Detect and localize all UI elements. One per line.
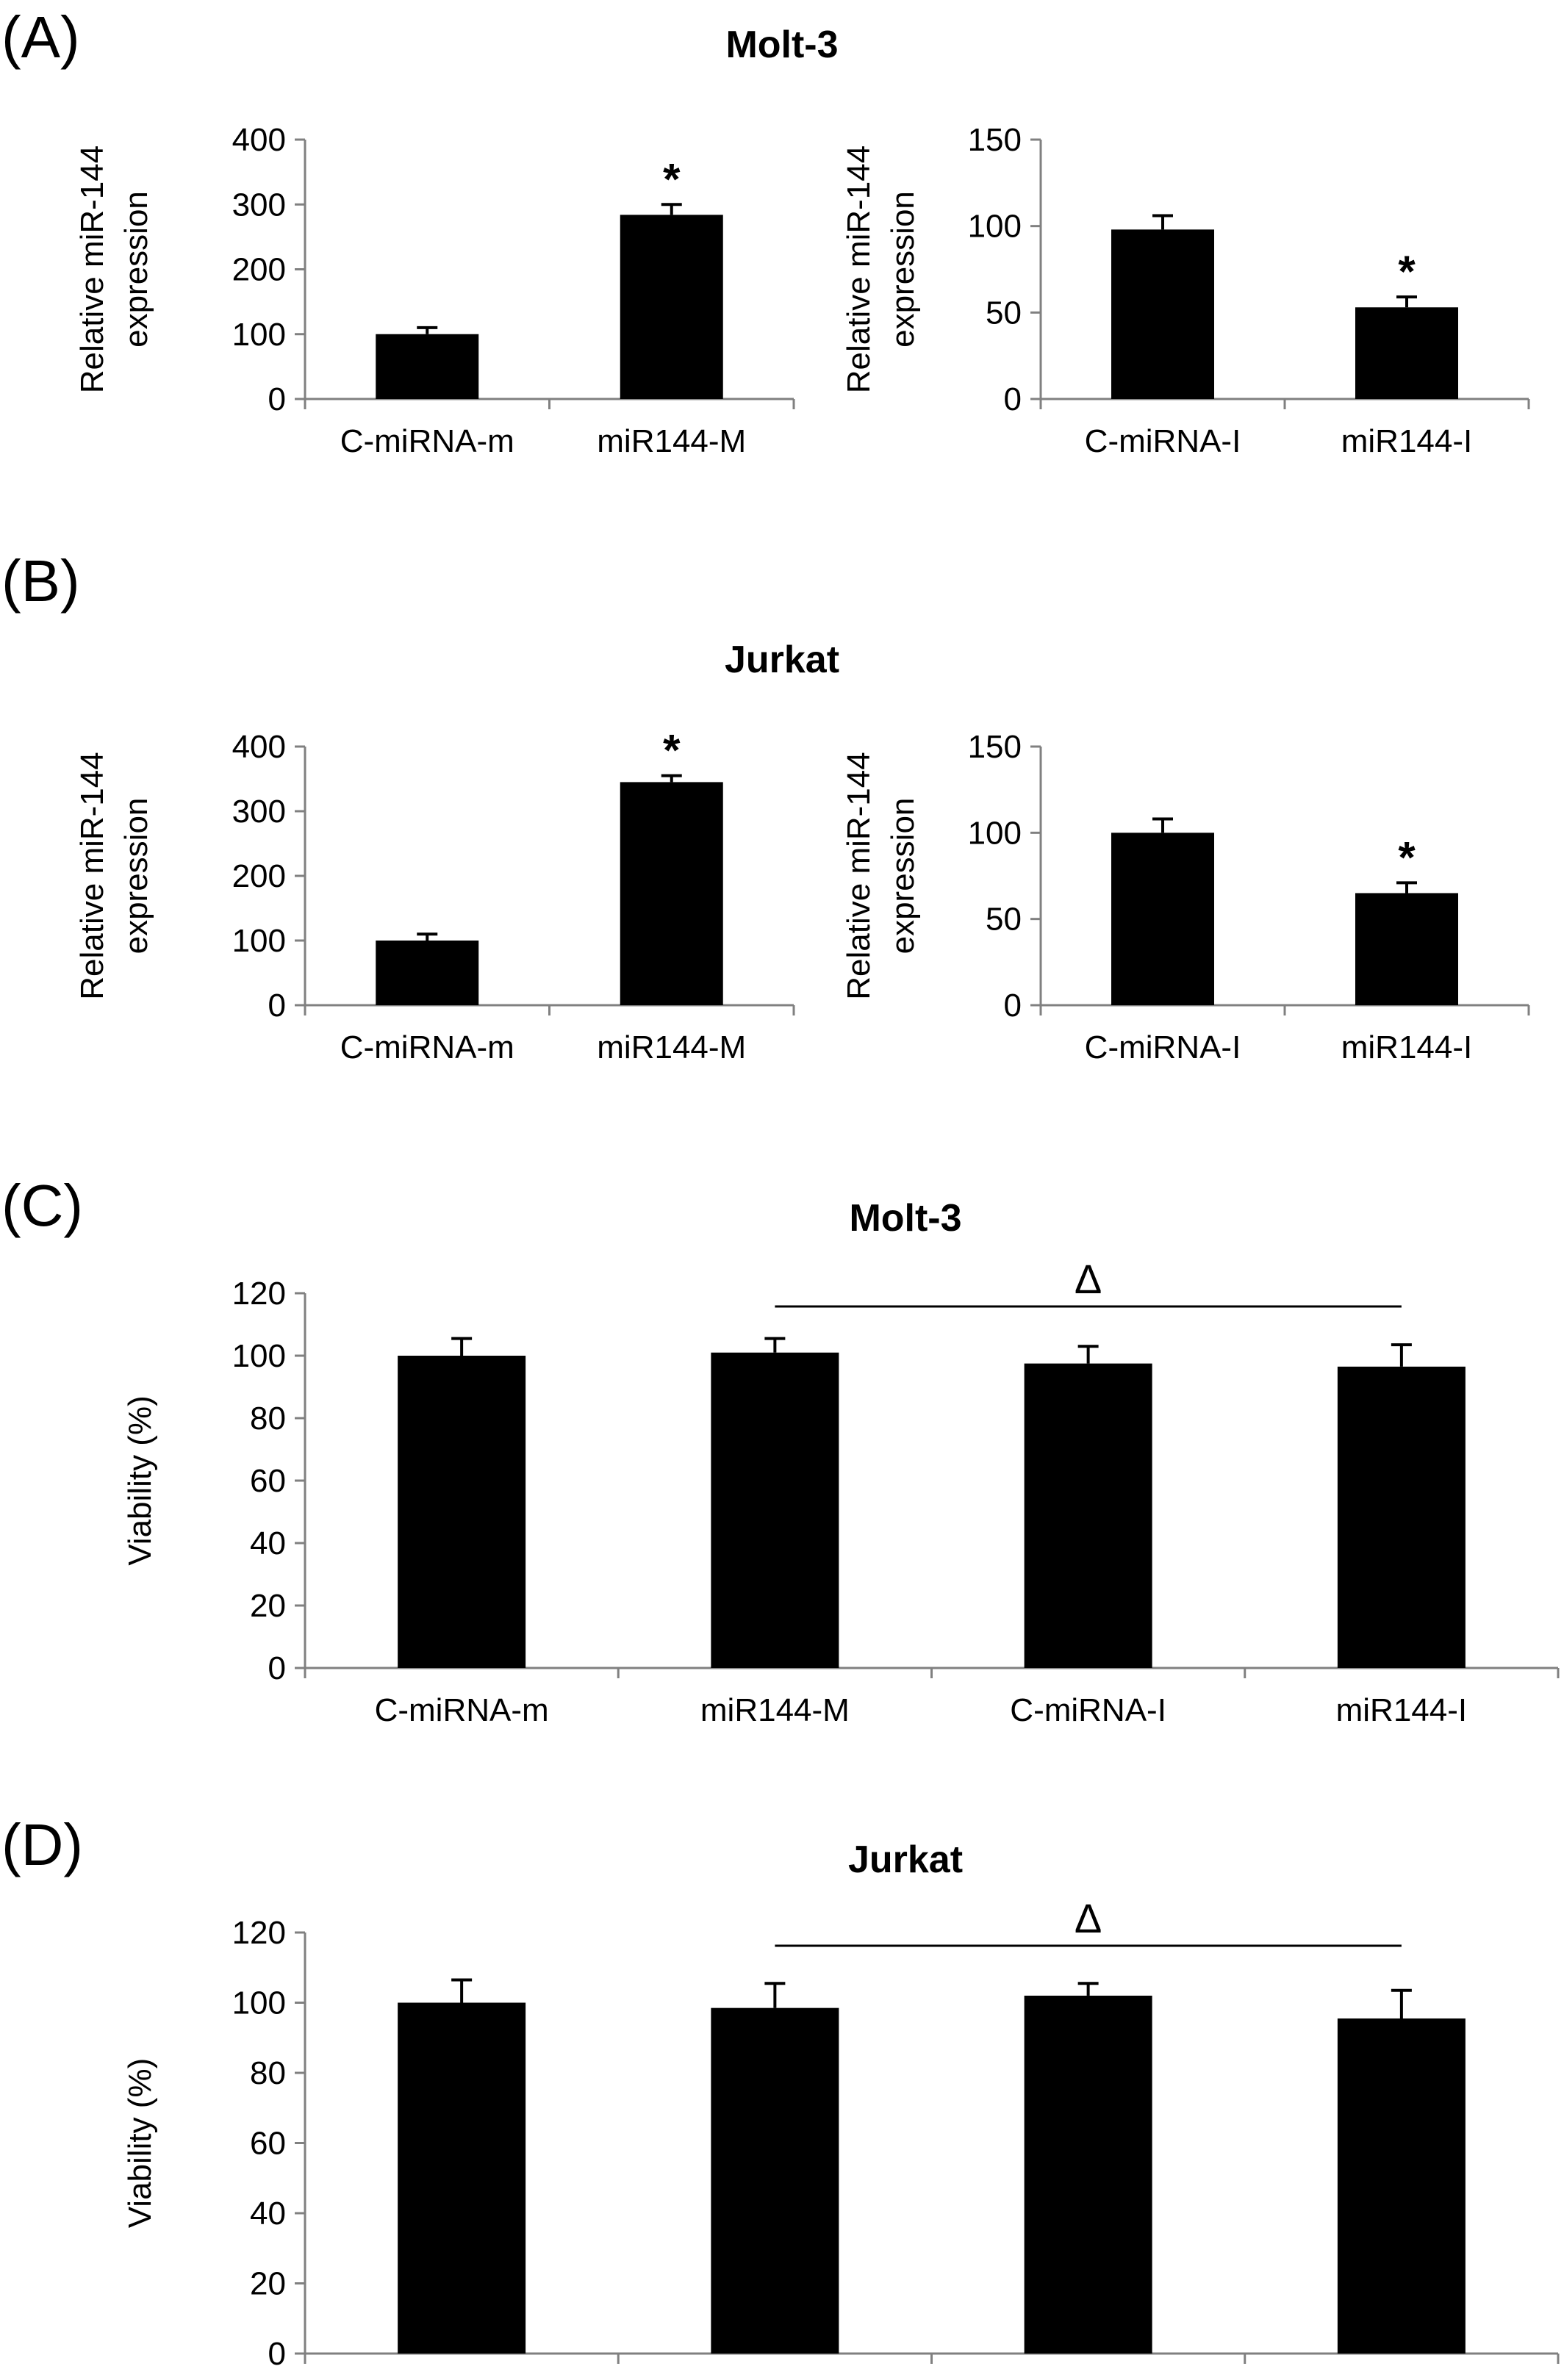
title-panel-c: Molt-3: [849, 1197, 961, 1240]
category-label: miR144-M: [597, 423, 746, 459]
y-tick-label: 0: [1004, 988, 1022, 1024]
chart-a-left: 0 100 200 300 400 C-miRNA-m miR144-M * Relative …: [74, 122, 795, 459]
y-axis-title: Relative miR-144: [841, 752, 877, 999]
category-label: C-miRNA-m: [375, 1692, 549, 1728]
bar: [620, 782, 723, 1005]
category-label: miR144-M: [700, 2378, 850, 2380]
bar: [1111, 833, 1214, 1005]
y-tick-label: 100: [232, 317, 286, 353]
bar: [376, 334, 479, 399]
y-axis-title: Relative miR-144: [74, 752, 110, 999]
bar: [1337, 1366, 1466, 1668]
y-tick-label: 120: [232, 1915, 286, 1951]
y-tick-label: 20: [250, 1588, 286, 1624]
y-tick-label: 100: [232, 1985, 286, 2021]
chart-a-right: 0 50 100 150 C-miRNA-I miR144-I * Relative miR-…: [841, 122, 1530, 459]
y-axis-title: expression: [118, 798, 154, 954]
y-tick-label: 80: [250, 1401, 286, 1437]
panel-letter-a: (A): [1, 4, 80, 70]
bar: [1355, 893, 1458, 1005]
category-label: miR144-I: [1336, 1692, 1468, 1728]
y-tick-label: 400: [232, 122, 286, 158]
significance-marker: *: [1398, 833, 1416, 882]
bar: [711, 2007, 839, 2354]
y-tick-label: 200: [232, 858, 286, 894]
y-tick-label: 300: [232, 187, 286, 223]
category-label: C-miRNA-m: [340, 423, 514, 459]
bar: [398, 1356, 526, 1668]
y-axis-title: expression: [885, 191, 921, 348]
bar: [1355, 307, 1458, 399]
y-tick-label: 40: [250, 2196, 286, 2232]
title-panel-d: Jurkat: [848, 1838, 963, 1881]
y-tick-label: 0: [268, 1650, 286, 1686]
y-tick-label: 0: [1004, 381, 1022, 417]
chart-b-left: 0 100 200 300 400 C-miRNA-m miR144-M * Relative …: [74, 726, 795, 1065]
y-tick-label: 150: [968, 122, 1022, 158]
y-tick-label: 40: [250, 1525, 286, 1561]
category-label: miR144-I: [1341, 423, 1473, 459]
category-label: miR144-I: [1341, 1029, 1473, 1065]
y-tick-label: 300: [232, 794, 286, 830]
category-label: C-miRNA-I: [1010, 1692, 1166, 1728]
panel-letter-c: (C): [1, 1173, 83, 1238]
category-label: C-miRNA-m: [340, 1029, 514, 1065]
y-tick-label: 60: [250, 2126, 286, 2162]
y-axis-title: Relative miR-144: [74, 145, 110, 393]
y-tick-label: 50: [986, 295, 1022, 331]
comparison-bracket-label: Δ: [1075, 1256, 1102, 1302]
y-axis-title: Viability (%): [122, 1395, 158, 1565]
chart-d: 0 20 40 60 80 100 120 C-miRNA-m miR144-M C-miRNA-…: [122, 1895, 1560, 2380]
category-label: C-miRNA-m: [375, 2378, 549, 2380]
category-label: C-miRNA-I: [1085, 423, 1241, 459]
chart-b-right: 0 50 100 150 C-miRNA-I miR144-I * Relative miR-…: [841, 729, 1530, 1065]
bar: [1024, 1995, 1152, 2354]
bar: [711, 1352, 839, 1668]
bar: [376, 941, 479, 1005]
y-tick-label: 80: [250, 2055, 286, 2091]
y-tick-label: 100: [968, 815, 1022, 851]
chart-c: 0 20 40 60 80 100 120 C-miRNA-m miR144-M C-miRNA-…: [122, 1256, 1560, 1728]
y-tick-label: 0: [268, 2336, 286, 2372]
y-axis-title: expression: [885, 798, 921, 954]
bar: [1337, 2018, 1466, 2354]
category-label: miR144-I: [1336, 2378, 1468, 2380]
comparison-bracket-label: Δ: [1075, 1895, 1102, 1941]
category-label: miR144-M: [597, 1029, 746, 1065]
category-label: miR144-M: [700, 1692, 850, 1728]
title-panel-b: Jurkat: [725, 639, 839, 681]
y-tick-label: 0: [268, 988, 286, 1024]
y-axis-title: expression: [118, 191, 154, 348]
y-tick-label: 60: [250, 1463, 286, 1499]
significance-marker: *: [663, 726, 681, 775]
title-panel-a: Molt-3: [725, 24, 838, 66]
y-tick-label: 100: [968, 209, 1022, 245]
y-tick-label: 200: [232, 252, 286, 288]
category-label: C-miRNA-I: [1010, 2378, 1166, 2380]
category-label: C-miRNA-I: [1085, 1029, 1241, 1065]
y-tick-label: 20: [250, 2266, 286, 2302]
bar: [398, 2002, 526, 2354]
bar: [620, 215, 723, 399]
bar: [1024, 1363, 1152, 1668]
y-axis-title: Viability (%): [122, 2058, 158, 2228]
y-tick-label: 100: [232, 923, 286, 959]
y-tick-label: 120: [232, 1276, 286, 1312]
y-tick-label: 0: [268, 381, 286, 417]
significance-marker: *: [663, 154, 681, 204]
panel-letter-d: (D): [1, 1812, 83, 1877]
panel-letter-b: (B): [1, 548, 80, 614]
y-tick-label: 400: [232, 729, 286, 765]
y-tick-label: 50: [986, 902, 1022, 938]
significance-marker: *: [1398, 247, 1416, 296]
y-tick-label: 150: [968, 729, 1022, 765]
y-axis-title: Relative miR-144: [841, 145, 877, 393]
y-tick-label: 100: [232, 1338, 286, 1374]
bar: [1111, 229, 1214, 399]
